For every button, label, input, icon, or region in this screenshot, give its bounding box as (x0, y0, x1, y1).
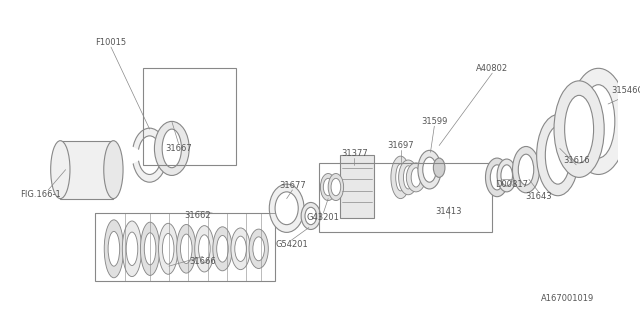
Ellipse shape (391, 156, 410, 199)
Ellipse shape (513, 147, 540, 193)
Ellipse shape (554, 81, 604, 177)
Ellipse shape (518, 154, 534, 185)
Ellipse shape (321, 173, 336, 201)
Ellipse shape (154, 121, 189, 175)
Text: G54201: G54201 (275, 240, 308, 249)
Text: 31667: 31667 (165, 144, 192, 153)
Ellipse shape (198, 235, 210, 263)
Bar (340, 155, 374, 218)
Ellipse shape (501, 165, 513, 186)
Ellipse shape (564, 95, 593, 163)
Ellipse shape (497, 159, 516, 192)
Ellipse shape (331, 178, 340, 196)
Ellipse shape (328, 173, 344, 201)
Ellipse shape (213, 227, 232, 271)
Text: G43201: G43201 (307, 213, 340, 222)
Ellipse shape (269, 184, 304, 232)
Ellipse shape (403, 166, 413, 189)
Ellipse shape (126, 232, 138, 266)
Polygon shape (60, 141, 113, 199)
Ellipse shape (399, 160, 418, 195)
Ellipse shape (570, 68, 627, 174)
Text: A40802: A40802 (476, 64, 508, 73)
Ellipse shape (536, 115, 579, 196)
Text: A167001019: A167001019 (541, 294, 594, 303)
Text: D00817: D00817 (495, 180, 528, 188)
Ellipse shape (275, 192, 298, 225)
Text: 31599: 31599 (421, 117, 447, 126)
Ellipse shape (180, 234, 192, 263)
Ellipse shape (104, 220, 124, 278)
Ellipse shape (144, 233, 156, 265)
Ellipse shape (406, 163, 426, 192)
Ellipse shape (423, 157, 436, 182)
Text: 31677: 31677 (279, 180, 306, 189)
Ellipse shape (122, 221, 141, 276)
Ellipse shape (582, 85, 615, 158)
Text: FIG.166-1: FIG.166-1 (20, 190, 61, 199)
Ellipse shape (486, 158, 509, 197)
Ellipse shape (418, 150, 441, 189)
Text: F10015: F10015 (95, 38, 127, 47)
Ellipse shape (433, 158, 445, 177)
Ellipse shape (217, 236, 228, 262)
Ellipse shape (159, 223, 178, 274)
Ellipse shape (162, 129, 182, 168)
Text: 31643: 31643 (525, 192, 552, 201)
Ellipse shape (301, 203, 321, 229)
Text: 31666: 31666 (189, 257, 216, 266)
Text: 31616: 31616 (563, 156, 589, 164)
Ellipse shape (411, 168, 421, 187)
Ellipse shape (163, 234, 174, 264)
Text: 31413: 31413 (436, 207, 462, 216)
Ellipse shape (249, 229, 268, 268)
Ellipse shape (104, 141, 123, 199)
Ellipse shape (396, 164, 405, 191)
Ellipse shape (323, 178, 333, 196)
Text: 31662: 31662 (184, 212, 211, 220)
Ellipse shape (140, 222, 160, 276)
Text: 31697: 31697 (387, 141, 414, 150)
Ellipse shape (51, 141, 70, 199)
Ellipse shape (138, 136, 161, 174)
Ellipse shape (231, 228, 250, 270)
Ellipse shape (253, 237, 264, 261)
Ellipse shape (490, 165, 504, 190)
Text: 31546C: 31546C (611, 86, 640, 95)
Ellipse shape (235, 236, 246, 261)
Polygon shape (131, 146, 150, 165)
Ellipse shape (305, 207, 317, 225)
Ellipse shape (108, 231, 120, 266)
Ellipse shape (132, 128, 167, 182)
Text: 31377: 31377 (341, 149, 367, 158)
Ellipse shape (177, 224, 196, 273)
Ellipse shape (195, 226, 214, 272)
Ellipse shape (545, 126, 570, 184)
